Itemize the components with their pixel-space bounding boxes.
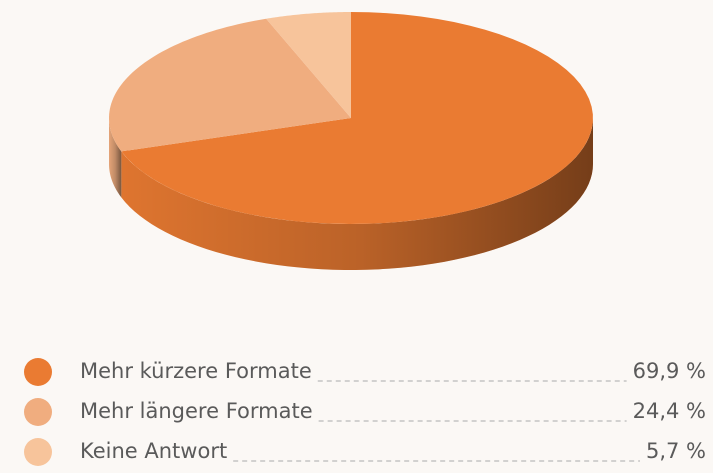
legend-swatch — [24, 358, 52, 386]
value-label: 5,7 % — [646, 439, 706, 463]
slice-side-shade — [121, 118, 594, 270]
legend-swatch — [24, 438, 52, 466]
slice-side-shade — [109, 118, 122, 198]
value-label: 24,4 % — [633, 399, 706, 423]
slice — [266, 12, 351, 118]
value-label: 69,9 % — [633, 359, 706, 383]
legend-label: Mehr kürzere Formate — [80, 359, 312, 383]
slice — [109, 18, 351, 152]
legend-label: Keine Antwort — [80, 439, 227, 463]
slice — [121, 12, 593, 224]
legend-label: Mehr längere Formate — [80, 399, 313, 423]
legend-swatch — [24, 398, 52, 426]
